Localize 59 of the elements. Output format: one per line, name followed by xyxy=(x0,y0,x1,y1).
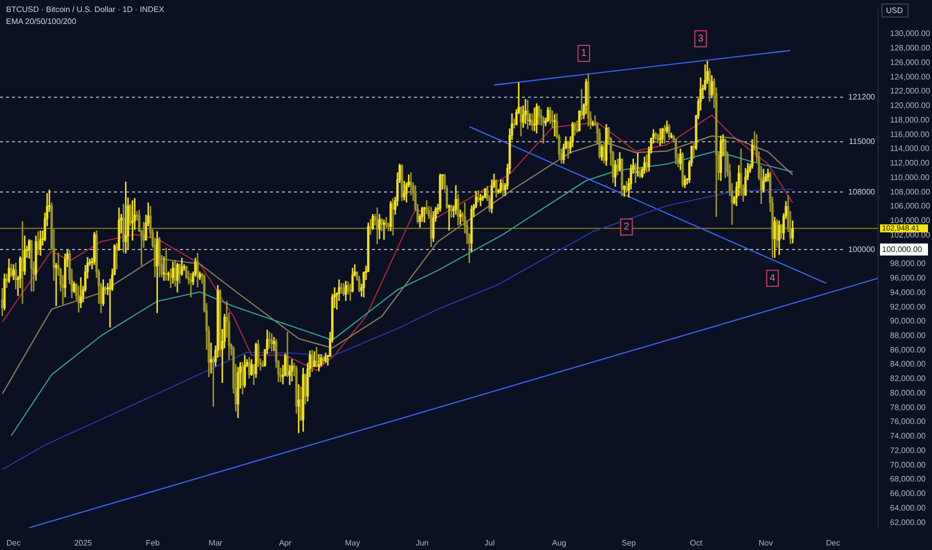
y-tick-label: 108,000.00 xyxy=(890,187,931,196)
y-tick-label: 106,000.00 xyxy=(890,202,931,211)
y-tick-label: 120,000.00 xyxy=(890,101,931,110)
y-tick-label: 68,000.00 xyxy=(890,474,926,484)
y-tick-label: 76,000.00 xyxy=(890,417,926,426)
y-tick-label: 124,000.00 xyxy=(890,72,931,82)
ref-line-label: 115000 xyxy=(848,136,876,146)
annotation: 4 xyxy=(770,273,776,284)
y-tick-label: 96,000.00 xyxy=(890,274,926,283)
x-tick-label: Mar xyxy=(208,538,223,548)
y-tick-label: 116,000.00 xyxy=(890,130,930,139)
y-tick-label: 90,000.00 xyxy=(890,316,926,326)
x-tick-label: Sep xyxy=(622,538,636,548)
y-tick-label: 122,000.00 xyxy=(890,86,931,96)
y-tick-label: 92,000.00 xyxy=(890,302,926,312)
chart-title: BTCUSD · Bitcoin / U.S. Dollar · 1D · INDEX xyxy=(6,4,164,16)
y-tick-label: 70,000.00 xyxy=(890,460,926,470)
x-tick-label: Aug xyxy=(552,538,566,548)
y-tick-label: 78,000.00 xyxy=(890,402,926,412)
x-tick-label: Nov xyxy=(758,538,773,548)
y-tick-label: 118,000.00 xyxy=(890,115,930,124)
x-tick-label: Oct xyxy=(690,538,704,548)
y-tick-label: 104,000.00 xyxy=(890,216,931,226)
y-tick-label: 74,000.00 xyxy=(890,432,926,441)
y-tick-label: 94,000.00 xyxy=(890,288,926,297)
y-tick-label: 64,000.00 xyxy=(890,503,926,512)
text: EMA 20/50/100/200 xyxy=(6,16,78,28)
y-tick-label: 112,000.00 xyxy=(890,158,930,168)
y-tick-label: 84,000.00 xyxy=(890,360,926,369)
ref-line-label: 100000 xyxy=(848,244,876,254)
ref-line-label: 121200 xyxy=(848,92,876,102)
ref-line-label: 108000 xyxy=(848,187,876,196)
x-tick-label: 2025 xyxy=(74,538,93,548)
y-tick-label: 82,000.00 xyxy=(890,374,926,384)
y-tick-label: 114,000.00 xyxy=(890,144,930,154)
y-tick-label: 80,000.00 xyxy=(890,388,926,398)
y-tick-label: 130,000.00 xyxy=(890,29,931,38)
x-tick-label: Jul xyxy=(484,538,495,548)
x-tick-label: Feb xyxy=(146,538,160,548)
y-tick-label: 72,000.00 xyxy=(890,446,926,455)
y-tick-label: 66,000.00 xyxy=(890,489,926,498)
x-tick-label: Dec xyxy=(6,538,21,548)
y-tick-label: 110,000.00 xyxy=(890,172,930,182)
y-tick-label: 128,000.00 xyxy=(890,44,931,53)
x-tick-label: Apr xyxy=(278,538,292,548)
x-tick-label: May xyxy=(344,538,360,548)
annotation: 2 xyxy=(624,222,630,233)
annotation: 3 xyxy=(698,34,704,45)
y-tick-label: 126,000.00 xyxy=(890,58,931,67)
x-tick-label: Dec xyxy=(826,538,840,548)
y-tick-label: 98,000.00 xyxy=(890,259,926,268)
y-tick-label: 62,000.00 xyxy=(890,518,926,527)
annotation: 1 xyxy=(581,48,588,60)
y-tick-label: 88,000.00 xyxy=(890,331,926,340)
y-axis-title: USD xyxy=(886,6,904,16)
text: 100,000.00 xyxy=(882,244,923,254)
y-tick-label: 86,000.00 xyxy=(890,345,926,354)
y-tick-label: 102,000.00 xyxy=(890,230,931,240)
x-tick-label: Jun xyxy=(416,538,429,548)
